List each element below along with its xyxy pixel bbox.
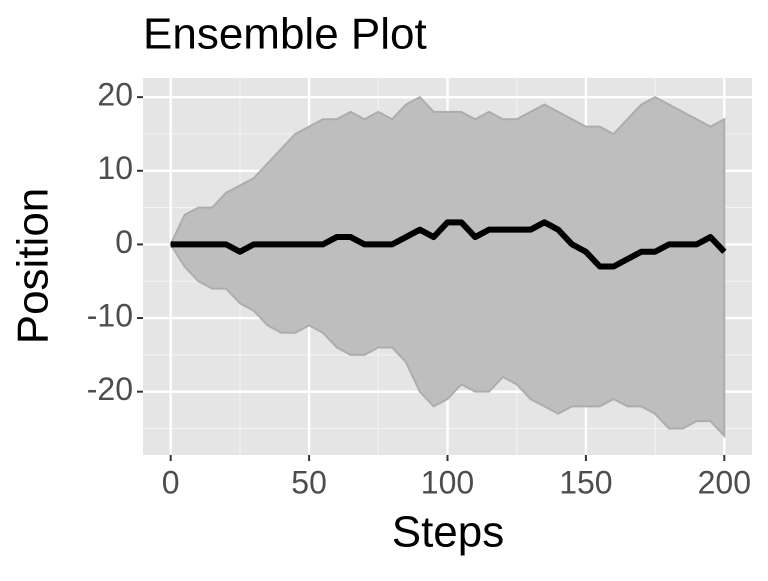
x-tick-label: 100 — [421, 464, 474, 500]
y-tick-label: 0 — [115, 224, 133, 260]
x-tick-label: 50 — [291, 464, 327, 500]
x-tick-label: 200 — [698, 464, 751, 500]
y-tick-label: -10 — [87, 297, 133, 333]
y-axis-label: Position — [9, 188, 58, 345]
chart-title: Ensemble Plot — [143, 10, 427, 59]
ribbon — [169, 95, 726, 439]
line — [170, 219, 727, 270]
x-tick-label: 0 — [162, 464, 180, 500]
y-tick-label: 20 — [97, 77, 133, 113]
y-tick-label: 10 — [97, 150, 133, 186]
x-tick-label: 150 — [559, 464, 612, 500]
y-tick-label: -20 — [87, 371, 133, 407]
x-axis-label: Steps — [392, 508, 505, 557]
